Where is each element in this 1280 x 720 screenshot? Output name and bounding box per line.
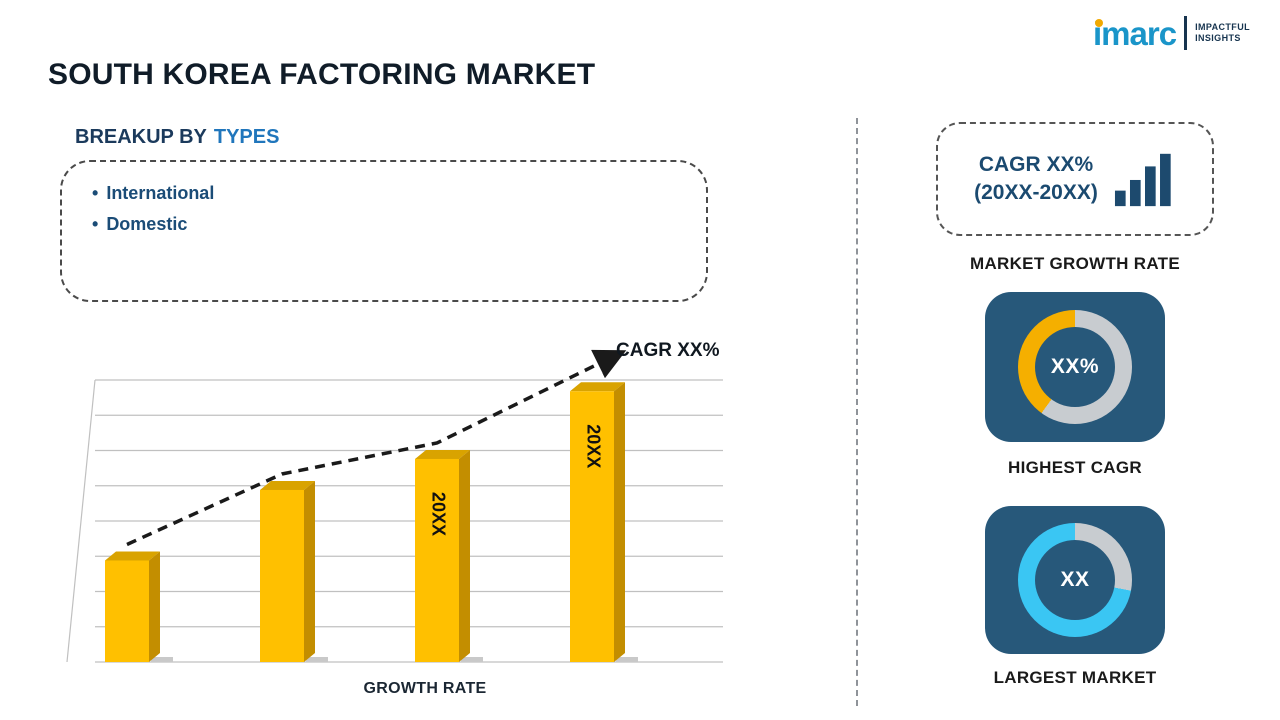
highest-cagr-label: HIGHEST CAGR bbox=[1008, 458, 1142, 477]
cagr-callout-box: CAGR XX% (20XX-20XX) bbox=[936, 122, 1214, 236]
bullet-icon: • bbox=[92, 183, 99, 203]
breakup-types-box: • International • Domestic bbox=[60, 160, 708, 302]
page-title: SOUTH KOREA FACTORING MARKET bbox=[48, 58, 596, 91]
tagline-line1: IMPACTFUL bbox=[1195, 22, 1250, 32]
breakup-item-label: Domestic bbox=[106, 214, 188, 234]
tagline-line2: INSIGHTS bbox=[1195, 33, 1241, 43]
breakup-heading-prefix: BREAKUP BY bbox=[75, 126, 207, 148]
imarc-logo: imarc IMPACTFUL INSIGHTS bbox=[1093, 16, 1250, 50]
growth-bar-chart: 20XX 20XX bbox=[65, 330, 725, 672]
growth-bar-chart-svg: 20XX 20XX bbox=[66, 349, 723, 663]
bar-chart-icon bbox=[1114, 153, 1171, 207]
highest-cagr-card: XX% bbox=[985, 292, 1165, 442]
highest-cagr-donut-chart: XX% bbox=[1018, 310, 1132, 424]
brand-wordmark: imarc bbox=[1093, 14, 1177, 52]
logo-tagline: IMPACTFUL INSIGHTS bbox=[1195, 22, 1250, 44]
breakup-item-label: International bbox=[106, 183, 215, 203]
brand-dot-accent bbox=[1095, 18, 1103, 27]
largest-market-label: LARGEST MARKET bbox=[993, 668, 1157, 687]
vertical-dashed-divider bbox=[856, 118, 858, 706]
svg-text:20XX: 20XX bbox=[583, 424, 603, 468]
list-item: • International bbox=[92, 178, 706, 209]
cagr-callout-text: CAGR XX% (20XX-20XX) bbox=[974, 151, 1098, 207]
donut-value: XX bbox=[1060, 568, 1090, 591]
chart-x-axis-label: GROWTH RATE bbox=[363, 680, 487, 697]
cagr-line2: (20XX-20XX) bbox=[974, 181, 1098, 204]
largest-market-donut-chart: XX bbox=[1018, 523, 1132, 637]
largest-market-card: XX bbox=[985, 506, 1165, 654]
cagr-line1: CAGR XX% bbox=[978, 153, 1094, 176]
logo-divider bbox=[1184, 16, 1188, 50]
breakup-heading-highlight: TYPES bbox=[213, 126, 280, 148]
donut-value: XX% bbox=[1050, 355, 1100, 378]
bullet-icon: • bbox=[92, 214, 99, 234]
brand-text: imarc bbox=[1093, 14, 1177, 52]
breakup-heading: BREAKUP BY TYPES bbox=[75, 126, 279, 149]
svg-text:20XX: 20XX bbox=[428, 492, 448, 536]
list-item: • Domestic bbox=[92, 209, 706, 240]
market-growth-rate-label: MARKET GROWTH RATE bbox=[969, 254, 1180, 273]
cagr-annotation: CAGR XX% bbox=[616, 340, 720, 361]
